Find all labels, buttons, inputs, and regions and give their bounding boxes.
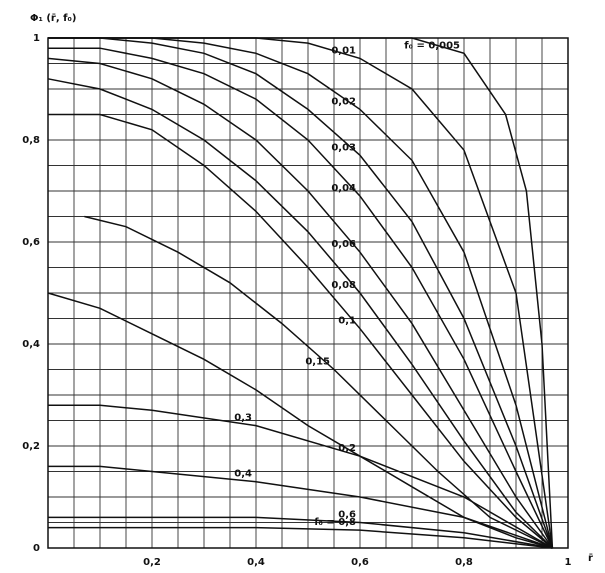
curve (84, 215, 553, 549)
y-tick-label: 0,8 (22, 135, 40, 146)
y-tick-label: 0,4 (22, 339, 40, 350)
y-tick-label: 1 (33, 33, 40, 44)
y-tick-label: 0,2 (22, 441, 40, 452)
curve-label: 0,03 (331, 142, 356, 153)
curve (47, 292, 553, 549)
curve-label: 0,06 (331, 239, 356, 250)
curve-label: 0,01 (331, 45, 356, 56)
curve-label: 0,02 (331, 96, 356, 107)
x-tick-label: 0,4 (247, 557, 265, 568)
curve-label: 0,3 (234, 413, 252, 424)
curve (48, 113, 553, 549)
curve-label: 0,08 (331, 280, 356, 291)
curve (48, 516, 553, 549)
x-tick-label: 1 (565, 557, 572, 568)
x-axis-label: r̄ (588, 553, 593, 564)
curve (48, 465, 553, 549)
y-axis-label: Φ₁ (r̄, f₀) (30, 13, 76, 24)
x-tick-label: 0,2 (143, 557, 161, 568)
curve (48, 47, 554, 549)
curve (48, 37, 554, 549)
curve-label: f₀ = 0,005 (404, 40, 460, 51)
curve-label: f₀ = 0,8 (314, 517, 356, 528)
x-tick-label: 0,6 (351, 557, 369, 568)
curve-label: 0,04 (331, 183, 356, 194)
curve (48, 526, 553, 549)
y-tick-label: 0 (33, 543, 40, 554)
curve (48, 37, 554, 549)
x-tick-label: 0,8 (455, 557, 473, 568)
curve-label: 0,6 (338, 510, 356, 521)
y-tick-label: 0,6 (22, 237, 40, 248)
curve-label: 0,4 (234, 469, 252, 480)
curve-label: 0,2 (338, 443, 356, 454)
curve (47, 57, 554, 549)
curve (47, 78, 553, 549)
curve (48, 404, 553, 549)
curve-label: 0,1 (338, 316, 356, 327)
curve-label: 0,15 (305, 357, 330, 368)
